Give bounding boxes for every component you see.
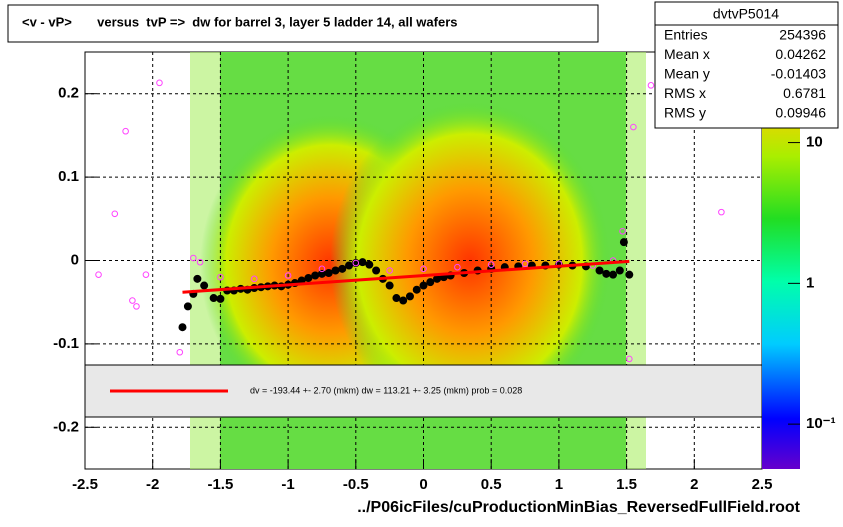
mean-point — [619, 228, 626, 235]
z-tick-label: 10⁻¹ — [806, 415, 836, 432]
profile-point — [178, 323, 187, 332]
mean-point — [420, 265, 427, 273]
x-tick-label: 1 — [555, 476, 563, 493]
stats-title: dvtvP5014 — [713, 6, 779, 22]
mean-point — [95, 271, 102, 278]
mean-point — [190, 254, 197, 262]
stats-label: RMS x — [664, 85, 706, 101]
x-tick-label: 2 — [690, 476, 698, 493]
profile-point — [615, 266, 624, 275]
x-tick-label: 2.5 — [752, 476, 773, 493]
stats-value: 254396 — [779, 27, 826, 43]
x-tick-label: -2.5 — [72, 476, 98, 493]
stats-label: RMS y — [664, 105, 706, 121]
x-tick-label: 0 — [419, 476, 427, 493]
profile-point — [625, 270, 634, 279]
profile-point — [365, 260, 374, 269]
x-tick-label: 1.5 — [616, 476, 637, 493]
profile-point — [405, 292, 414, 301]
stats-label: Mean y — [664, 66, 710, 82]
mean-point — [647, 82, 655, 89]
density-core — [330, 102, 610, 422]
x-axis-label: ../P06icFiles/cuProductionMinBias_Revers… — [357, 499, 800, 516]
fit-line — [182, 259, 630, 294]
profile-point — [392, 294, 401, 303]
x-tick-label: -0.5 — [343, 476, 369, 493]
profile-point — [216, 294, 225, 303]
profile-point — [385, 281, 394, 290]
profile-point — [412, 285, 421, 294]
stats-value: 0.04262 — [775, 46, 826, 62]
mean-point — [630, 123, 637, 131]
mean-point — [250, 275, 258, 283]
profile-point — [304, 274, 313, 283]
z-tick-label: 10 — [806, 134, 823, 151]
mean-point — [284, 272, 292, 279]
profile-point — [358, 258, 367, 267]
mean-point — [156, 79, 163, 87]
profile-point — [209, 294, 218, 303]
profile-point — [324, 269, 333, 278]
profile-point — [602, 269, 611, 278]
fit-text: dv = -193.44 +- 2.70 (mkm) dw = 113.21 +… — [250, 385, 522, 395]
mean-point — [352, 259, 360, 267]
mean-point — [718, 208, 725, 216]
x-tick-label: -1 — [281, 476, 294, 493]
mean-point — [487, 261, 495, 268]
mean-point — [133, 303, 140, 310]
mean-point — [176, 348, 184, 356]
mean-point — [196, 258, 204, 266]
mean-point — [122, 127, 129, 135]
profile-point — [193, 274, 202, 283]
profile-point — [619, 238, 628, 247]
y-tick-label: 0.1 — [58, 168, 79, 185]
profile-point — [426, 278, 435, 287]
x-tick-label: -2 — [146, 476, 159, 493]
stats-box — [654, 1, 839, 129]
profile-point — [331, 266, 340, 275]
stats-value: 0.09946 — [775, 105, 826, 121]
profile-point — [609, 270, 618, 279]
profile-point — [419, 281, 428, 290]
z-tick-label: 1 — [806, 274, 814, 291]
y-tick-label: -0.2 — [53, 418, 79, 435]
mean-point — [521, 260, 529, 268]
mean-point — [318, 265, 326, 273]
mean-point — [386, 267, 393, 274]
stats-value: 0.6781 — [783, 85, 826, 101]
x-tick-label: -1.5 — [207, 476, 233, 493]
mean-point — [217, 273, 224, 281]
profile-point — [433, 274, 442, 283]
stats-label: Entries — [664, 27, 708, 43]
profile-point — [399, 296, 408, 305]
mean-point — [129, 297, 136, 304]
y-tick-label: 0.2 — [58, 85, 79, 102]
stats-label: Mean x — [664, 46, 710, 62]
mean-point — [111, 210, 119, 218]
y-tick-label: 0 — [71, 251, 79, 268]
stats-value: -0.01403 — [771, 66, 826, 82]
y-tick-label: -0.1 — [53, 335, 79, 352]
profile-point — [345, 261, 354, 270]
profile-point — [311, 271, 320, 280]
profile-point — [183, 302, 192, 311]
mean-point — [142, 271, 150, 278]
profile-point — [200, 281, 209, 290]
profile-point — [338, 264, 347, 273]
x-tick-label: 0.5 — [481, 476, 502, 493]
profile-point — [595, 266, 604, 275]
chart-title: <v - vP> versus tvP => dw for barrel 3, … — [22, 14, 458, 29]
profile-point — [372, 266, 381, 275]
title-box — [7, 4, 599, 43]
mean-point — [626, 355, 633, 363]
mean-point — [454, 263, 461, 271]
